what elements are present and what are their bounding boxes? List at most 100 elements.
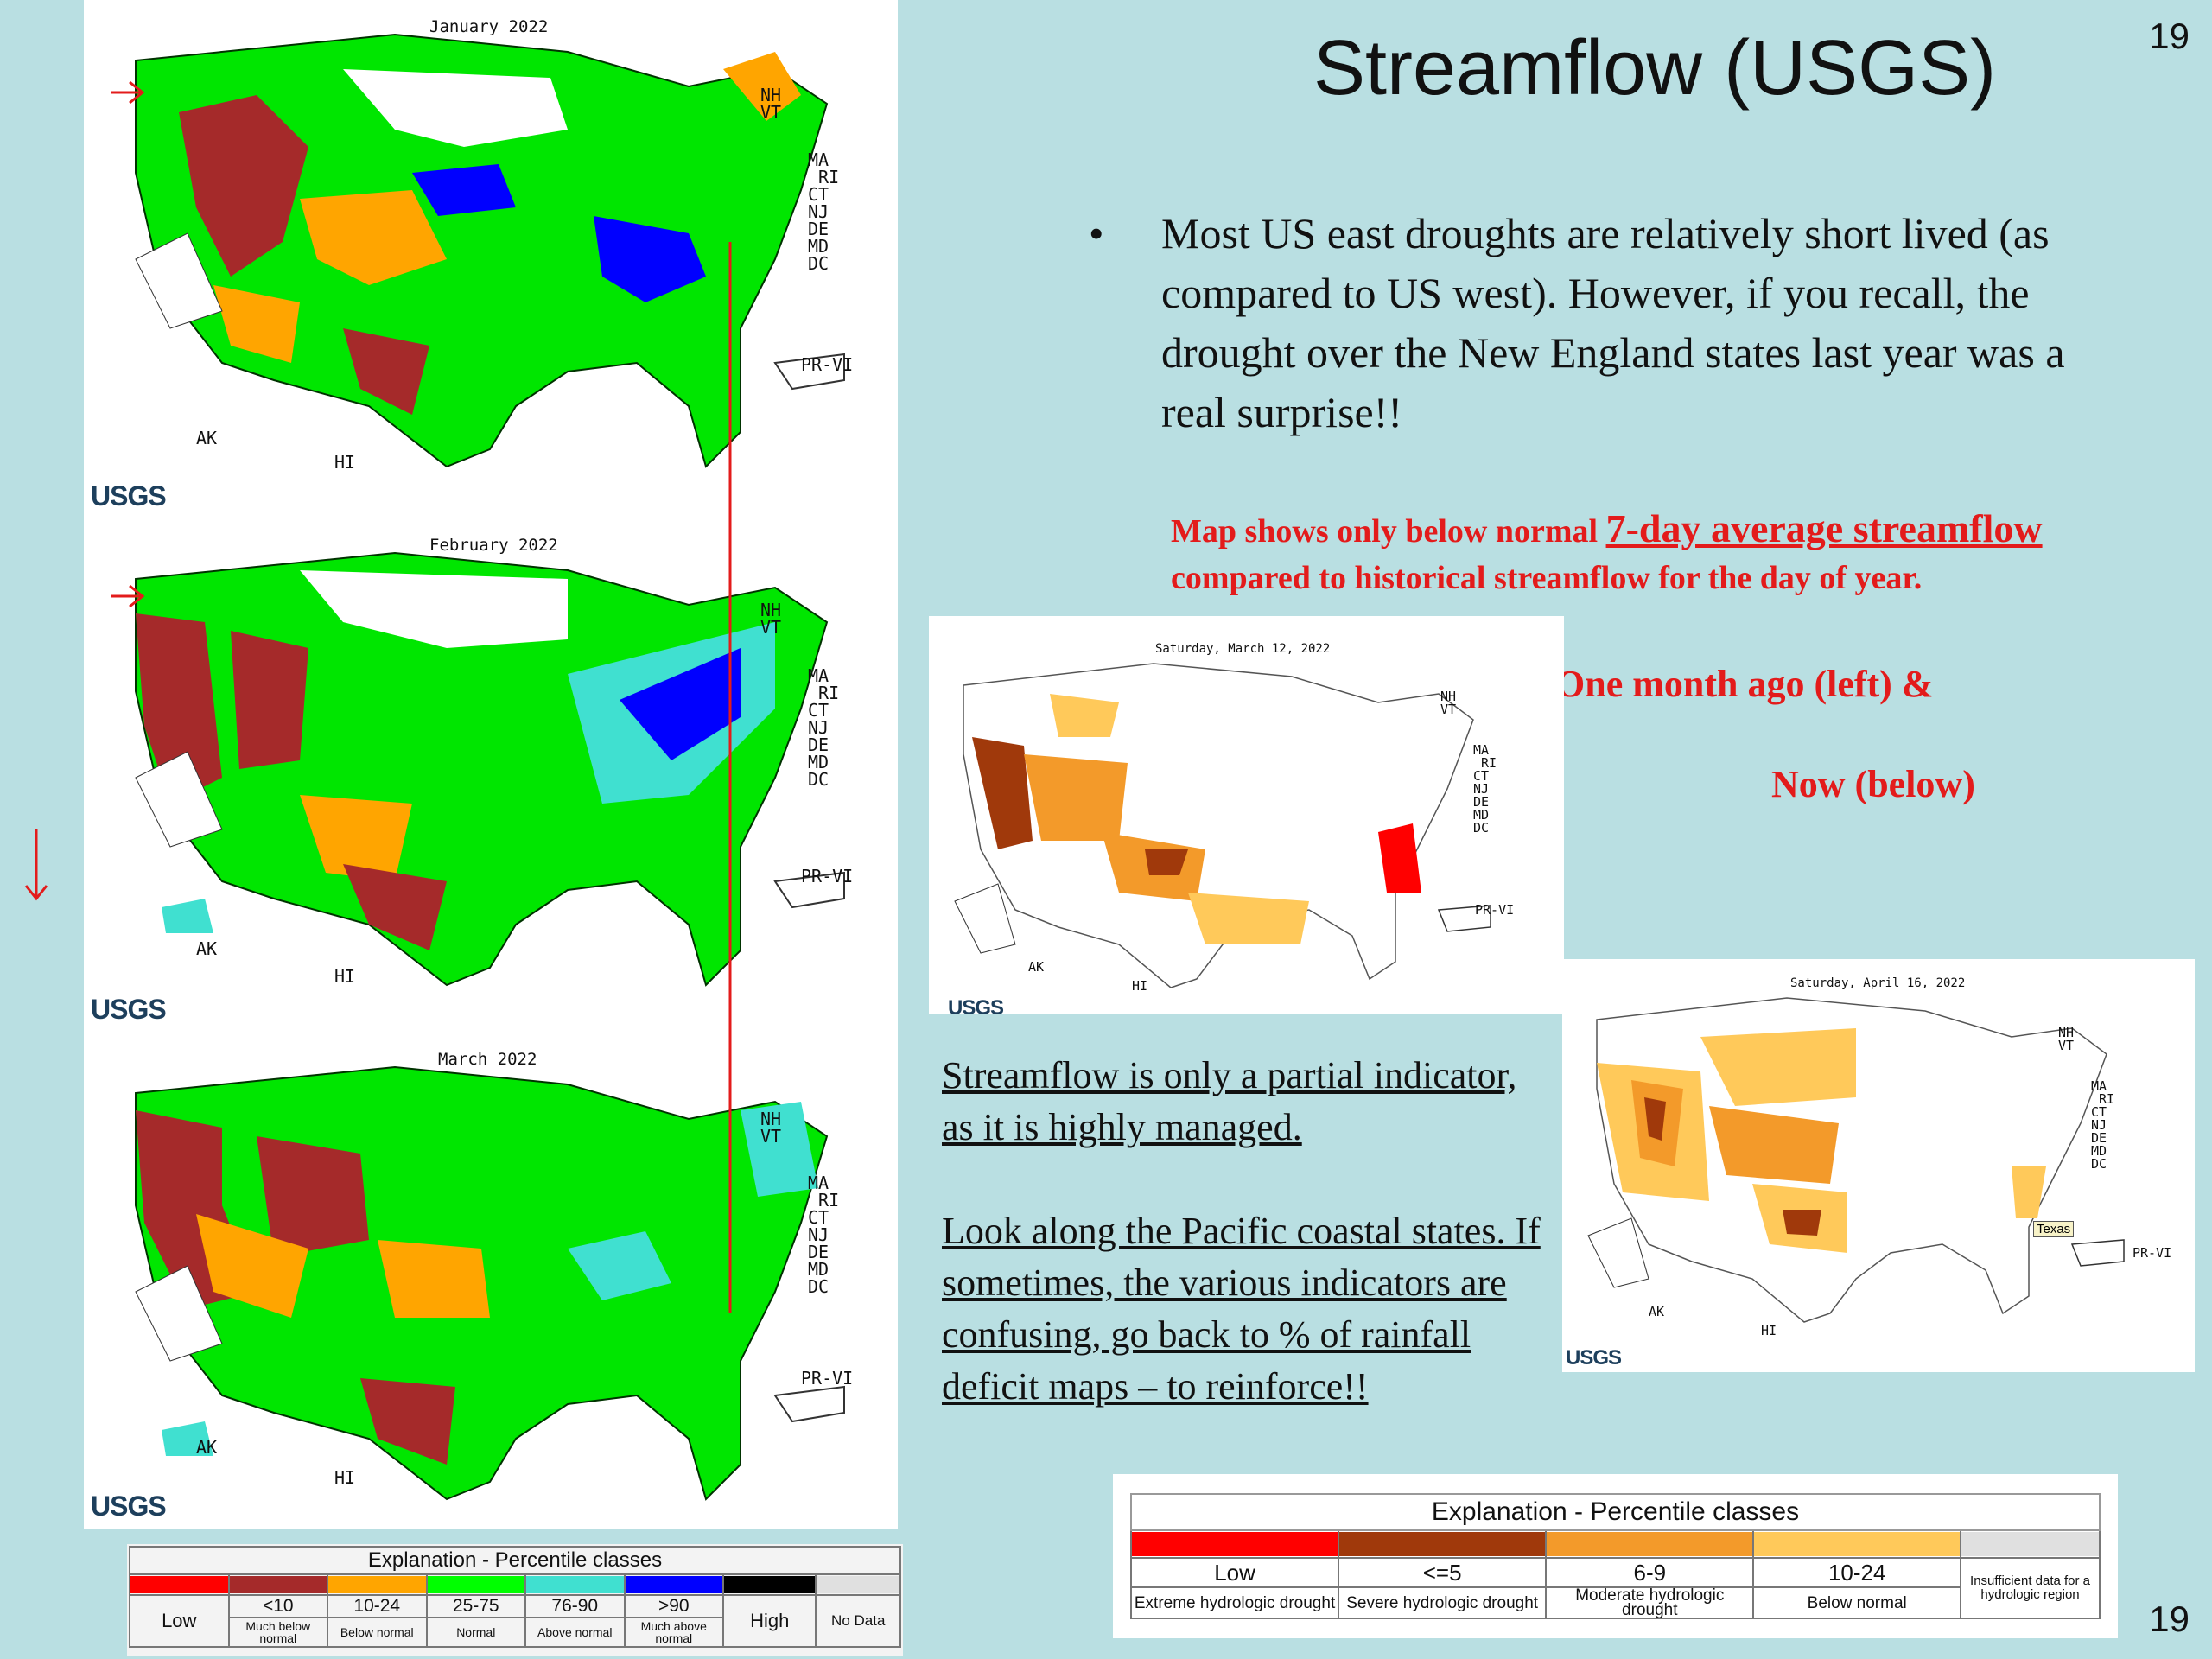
- state-label-ak: AK: [196, 428, 218, 448]
- state-label-prvi: PR-VI: [801, 866, 854, 887]
- slide-title: Streamflow (USGS): [1313, 25, 1997, 111]
- state-label: MA RI CT NJ DE MD DC: [1473, 742, 1497, 836]
- us-streamflow-map: [135, 551, 845, 987]
- state-label-ak: AK: [1028, 959, 1045, 975]
- legend-range: Low: [1129, 1557, 1340, 1588]
- map-february-2022: February 2022 NH VT MA RI CT NJ DE MD DC…: [84, 518, 898, 1033]
- state-label-hi: HI: [1132, 978, 1148, 994]
- state-label: MA RI CT NJ DE MD DC: [808, 665, 840, 790]
- legend-range: 6-9: [1545, 1557, 1755, 1588]
- usgs-logo: USGS: [91, 480, 167, 512]
- legend-insufficient: Insufficient data for a hydrologic regio…: [1960, 1557, 2101, 1619]
- legend-desc: Below normal: [327, 1617, 428, 1648]
- page-number-top: 19: [2149, 16, 2190, 56]
- state-label-hi: HI: [334, 1467, 356, 1488]
- red-note-suffix: compared to historical streamflow for th…: [1171, 560, 1923, 596]
- state-label: MA RI CT NJ DE MD DC: [808, 149, 840, 274]
- legend-swatch: [623, 1573, 724, 1596]
- state-label-prvi: PR-VI: [801, 354, 854, 375]
- arrow-down-icon: [24, 830, 48, 901]
- map-title: January 2022: [429, 17, 549, 36]
- arrow-right-icon: [111, 584, 145, 608]
- us-drought-map: [1587, 997, 2125, 1323]
- state-label-hi: HI: [334, 452, 356, 473]
- legend-desc: Severe hydrologic drought: [1338, 1586, 1548, 1619]
- legend-high: High: [721, 1594, 817, 1648]
- map-drought-april: Saturday, April 16, 2022 NH VT MA RI CT …: [1562, 959, 2195, 1372]
- month-ago-label: One month ago (left) &: [1555, 663, 1934, 705]
- state-label-ak: AK: [196, 938, 218, 959]
- us-streamflow-map: [135, 33, 845, 468]
- legend-no-data: No Data: [815, 1594, 901, 1648]
- map-drought-march: Saturday, March 12, 2022 NH VT MA RI CT …: [929, 616, 1564, 1014]
- legend-range: 25-75: [425, 1594, 526, 1618]
- legend-streamflow: Explanation - Percentile classes Low <10…: [127, 1544, 903, 1656]
- note-paragraph-1: Streamflow is only a partial indicator, …: [942, 1054, 1517, 1148]
- legend-swatch: [227, 1573, 328, 1596]
- legend-range: <10: [227, 1594, 328, 1618]
- state-label: NH VT: [760, 1109, 782, 1147]
- legend-swatch: [1129, 1529, 1340, 1559]
- legend-swatch: [425, 1573, 526, 1596]
- state-label-prvi: PR-VI: [1475, 902, 1515, 918]
- legend-swatch: [815, 1573, 901, 1596]
- legend-range: <=5: [1338, 1557, 1548, 1588]
- legend-desc: Normal: [425, 1617, 526, 1648]
- legend-swatch: [721, 1573, 817, 1596]
- map-title: Saturday, April 16, 2022: [1790, 976, 1966, 990]
- legend-title: Explanation - Percentile classes: [1130, 1493, 2101, 1531]
- state-label-hi: HI: [334, 966, 356, 987]
- legend-swatch: [1960, 1529, 2101, 1559]
- legend-range: 10-24: [327, 1594, 428, 1618]
- map-title: March 2022: [438, 1050, 537, 1069]
- bullet-dot: •: [1089, 209, 1104, 257]
- legend-swatch: [1752, 1529, 1962, 1559]
- usgs-logo: USGS: [948, 996, 1004, 1014]
- bullet-text: Most US east droughts are relatively sho…: [1161, 209, 2065, 436]
- now-label: Now (below): [1771, 763, 1975, 805]
- legend-swatch: [524, 1573, 626, 1596]
- state-label-ak: AK: [1649, 1304, 1665, 1319]
- legend-low: Low: [129, 1594, 230, 1648]
- legend-desc: Below normal: [1752, 1586, 1962, 1619]
- legend-swatch: [129, 1573, 230, 1596]
- state-label: NH VT: [2058, 1025, 2075, 1053]
- state-label-prvi: PR-VI: [801, 1368, 854, 1389]
- texas-callout: Texas: [2033, 1221, 2075, 1237]
- legend-desc: Much below normal: [227, 1617, 328, 1648]
- legend-desc: Much above normal: [623, 1617, 724, 1648]
- state-label: MA RI CT NJ DE MD DC: [2091, 1078, 2115, 1172]
- usgs-logo: USGS: [1566, 1346, 1622, 1370]
- red-note: Map shows only below normal 7-day averag…: [1171, 505, 2164, 601]
- legend-swatch: [327, 1573, 428, 1596]
- legend-swatch: [1338, 1529, 1548, 1559]
- map-march-2022: March 2022 NH VT MA RI CT NJ DE MD DC PR…: [84, 1033, 898, 1529]
- state-label-ak: AK: [196, 1437, 218, 1458]
- legend-range: >90: [623, 1594, 724, 1618]
- state-label: NH VT: [760, 600, 782, 638]
- us-streamflow-map: [135, 1065, 845, 1501]
- note-paragraph-2: Look along the Pacific coastal states. I…: [942, 1210, 1541, 1408]
- swatch-low: [130, 1576, 228, 1593]
- legend-swatch: [1545, 1529, 1755, 1559]
- state-label: NH VT: [1440, 689, 1457, 717]
- legend-desc: Above normal: [524, 1617, 626, 1648]
- red-note-prefix: Map shows only below normal: [1171, 513, 1599, 550]
- usgs-logo: USGS: [91, 1491, 167, 1522]
- state-label: NH VT: [760, 85, 782, 123]
- state-label: MA RI CT NJ DE MD DC: [808, 1173, 840, 1297]
- arrow-right-icon: [111, 80, 145, 105]
- legend-desc: Extreme hydrologic drought: [1129, 1586, 1340, 1619]
- us-drought-map: [954, 663, 1491, 988]
- usgs-logo: USGS: [91, 994, 167, 1025]
- red-note-emphasis: 7-day average streamflow: [1605, 506, 2043, 550]
- state-label-hi: HI: [1761, 1323, 1777, 1338]
- state-label-prvi: PR-VI: [2133, 1245, 2172, 1261]
- legend-drought: Explanation - Percentile classes Low <=5…: [1113, 1474, 2118, 1638]
- map-title: February 2022: [429, 536, 558, 555]
- map-title: Saturday, March 12, 2022: [1155, 642, 1331, 656]
- streamflow-note: Streamflow is only a partial indicator, …: [942, 1050, 1547, 1465]
- page-number-bottom: 19: [2149, 1599, 2190, 1639]
- legend-desc: Moderate hydrologic drought: [1545, 1586, 1755, 1619]
- legend-range: 76-90: [524, 1594, 626, 1618]
